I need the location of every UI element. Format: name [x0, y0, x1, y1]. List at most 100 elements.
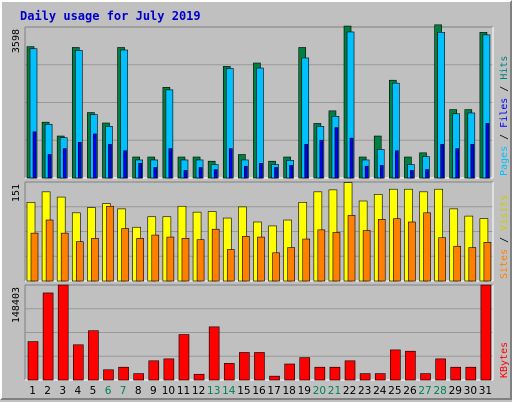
kbytes-bar	[118, 366, 129, 381]
pages-bar	[440, 144, 444, 179]
kbytes-bar	[299, 357, 311, 381]
sites-bar	[438, 237, 446, 282]
kbytes-bar	[329, 366, 341, 381]
sites-bar	[362, 230, 371, 282]
sites-bar	[30, 232, 39, 282]
day-label: 12	[192, 385, 205, 397]
kbytes-bar	[314, 366, 326, 381]
kbytes-bar	[72, 344, 84, 381]
sites-bar	[468, 247, 477, 282]
files-bar	[256, 67, 264, 179]
kbytes-bar	[269, 375, 280, 381]
day-label: 24	[373, 385, 387, 397]
kbytes-bar	[480, 284, 492, 381]
sites-bar	[226, 249, 235, 282]
sites-bar	[136, 238, 144, 282]
legend-separator: /	[499, 128, 510, 146]
pages-bar	[364, 165, 369, 179]
day-label: 7	[120, 385, 127, 397]
pages-bar	[213, 169, 218, 179]
top-ymax-label: 3598	[11, 29, 22, 53]
legend-kbytes: KBytes	[499, 342, 510, 378]
sites-bar	[302, 238, 311, 282]
sites-bar	[166, 236, 175, 282]
pages-bar	[32, 131, 37, 179]
sites-bar	[106, 205, 114, 282]
day-label: 6	[105, 385, 112, 397]
sites-bar	[91, 238, 99, 282]
pages-bar	[349, 137, 354, 179]
pages-bar	[168, 148, 173, 179]
pages-bar	[93, 133, 97, 179]
day-label: 14	[222, 385, 236, 397]
day-label: 5	[90, 385, 97, 397]
pages-bar	[259, 163, 263, 179]
day-label: 3	[59, 385, 66, 397]
pages-bar	[410, 170, 414, 179]
legend-hits: Hits	[499, 56, 510, 80]
sites-bar	[196, 239, 205, 282]
legend-separator: /	[499, 80, 510, 98]
pages-bar	[379, 165, 384, 179]
sites-bar	[211, 228, 220, 282]
pages-bar	[138, 163, 142, 179]
sites-bar	[393, 218, 401, 282]
kbytes-bar	[57, 284, 69, 381]
kbytes-bar	[193, 373, 205, 381]
pages-bar	[304, 144, 309, 179]
legend-pages: Pages	[499, 146, 510, 176]
kbytes-bar	[148, 360, 160, 381]
pages-bar	[470, 144, 475, 179]
day-label: 29	[449, 385, 462, 397]
kbytes-bar	[223, 363, 235, 381]
day-label: 9	[150, 385, 157, 397]
day-label: 15	[237, 385, 250, 397]
sites-bar	[377, 219, 386, 282]
pages-bar	[289, 165, 293, 179]
kbytes-bar	[133, 373, 144, 381]
pages-bar	[47, 154, 52, 179]
kbytes-bar	[208, 326, 220, 381]
sites-bar	[347, 215, 356, 282]
day-label: 18	[283, 385, 296, 397]
sites-bar	[408, 221, 416, 282]
day-label: 20	[313, 385, 326, 397]
sites-bar	[45, 219, 54, 282]
sites-bar	[453, 245, 462, 282]
day-label: 23	[358, 385, 371, 397]
legend-visits: Visits	[499, 195, 510, 231]
kbytes-bar	[450, 366, 462, 381]
kbytes-bar	[420, 373, 431, 381]
kbytes-bar	[42, 292, 54, 381]
kbytes-bar	[178, 334, 190, 381]
day-label: 26	[403, 385, 417, 397]
day-label: 2	[44, 385, 51, 397]
day-label: 10	[162, 385, 175, 397]
top-legend: Pages / Files / Hits	[499, 56, 510, 176]
kbytes-bar	[88, 330, 99, 381]
sites-bar	[423, 212, 431, 282]
day-label: 17	[267, 385, 280, 397]
kbytes-bar	[390, 349, 401, 381]
pages-bar	[455, 148, 460, 179]
legend-separator: /	[499, 231, 510, 249]
middle-ymax-label: 151	[11, 184, 22, 202]
kbytes-bar	[103, 369, 114, 381]
sites-bar	[242, 236, 250, 282]
pages-bar	[183, 170, 188, 179]
pages-bar	[485, 123, 490, 179]
sites-bar	[332, 232, 341, 282]
pages-bar	[62, 148, 67, 179]
day-label: 21	[328, 385, 341, 397]
day-label: 8	[135, 385, 142, 397]
kbytes-bar	[27, 341, 39, 381]
pages-bar	[123, 150, 127, 179]
kbytes-bar	[344, 360, 356, 381]
pages-bar	[198, 167, 203, 179]
kbytes-bar	[239, 352, 250, 381]
bottom-legend: KBytes	[499, 342, 510, 378]
pages-bar	[425, 169, 429, 179]
pages-bar	[77, 142, 82, 179]
